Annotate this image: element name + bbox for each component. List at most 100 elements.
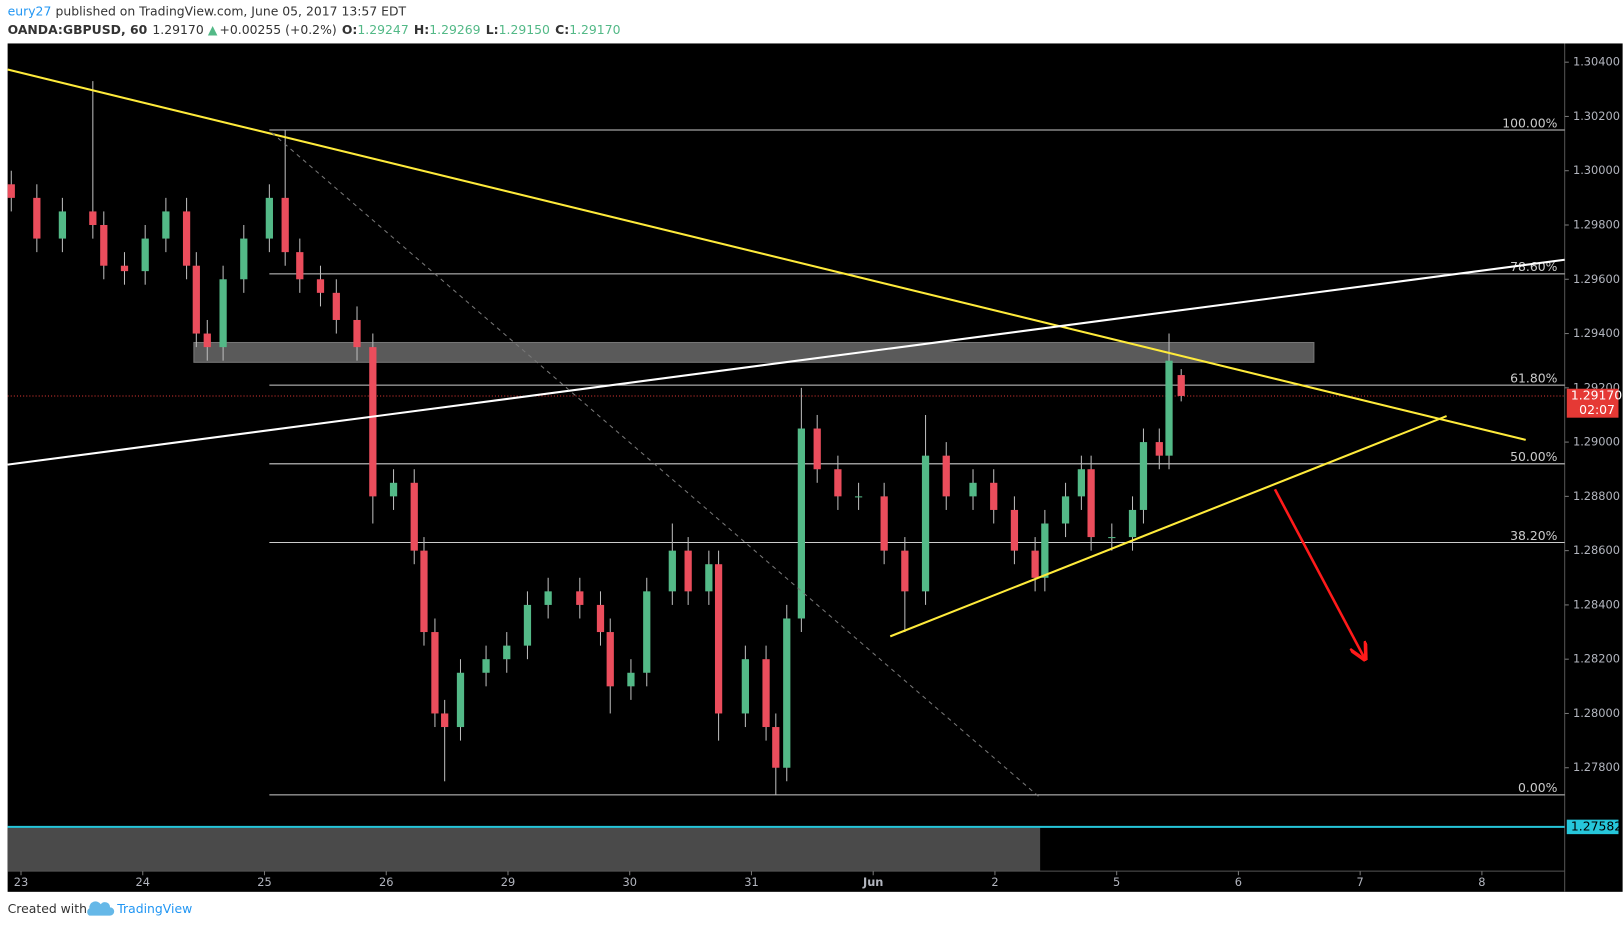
quote-label: C: bbox=[555, 22, 569, 37]
candle-body bbox=[668, 550, 676, 592]
candle-body bbox=[503, 645, 511, 660]
candle-body bbox=[921, 455, 930, 592]
candle-body bbox=[627, 672, 635, 687]
candle-body bbox=[281, 197, 289, 253]
x-tick-label: 8 bbox=[1478, 875, 1485, 889]
candle-body bbox=[265, 197, 273, 239]
y-tick-label: 1.29000 bbox=[1573, 435, 1620, 449]
y-tick-label: 1.30000 bbox=[1573, 163, 1620, 177]
change: +0.00255 (+0.2%) bbox=[219, 22, 336, 37]
candle-body bbox=[192, 265, 200, 334]
candle-body bbox=[203, 333, 211, 348]
candle-body bbox=[762, 659, 770, 728]
x-tick-label: 23 bbox=[14, 875, 28, 889]
x-tick-label: 29 bbox=[501, 875, 515, 889]
y-tick-label: 1.29600 bbox=[1573, 272, 1620, 286]
last: 1.29170 bbox=[152, 22, 203, 37]
y-tick-label: 1.29800 bbox=[1573, 217, 1620, 231]
candle-body bbox=[576, 591, 584, 605]
candle-body bbox=[714, 564, 723, 714]
candle-body bbox=[219, 279, 227, 348]
y-tick-label: 1.28800 bbox=[1573, 489, 1620, 503]
candle-body bbox=[89, 211, 97, 225]
candle-body bbox=[1061, 496, 1070, 524]
candle-body bbox=[1139, 442, 1148, 510]
x-tick-label: 31 bbox=[744, 875, 758, 889]
y-tick-label: 1.29400 bbox=[1573, 326, 1620, 340]
level-label: 1.27582 bbox=[1571, 818, 1622, 833]
candle-body bbox=[316, 279, 325, 293]
fib-label: 61.80% bbox=[1510, 370, 1558, 385]
quote-label: H: bbox=[414, 22, 429, 37]
last-price-label: 1.29170 bbox=[1571, 387, 1622, 402]
y-tick-label: 1.28600 bbox=[1573, 543, 1620, 557]
y-tick-label: 1.28000 bbox=[1573, 706, 1620, 720]
x-tick-label: 26 bbox=[379, 875, 393, 889]
quote-value: 1.29150 bbox=[499, 22, 550, 37]
header-line: eury27 published on TradingView.com, June… bbox=[8, 3, 407, 18]
candle-body bbox=[389, 482, 398, 497]
candle-body bbox=[901, 550, 909, 592]
candle-body bbox=[456, 672, 465, 728]
candle-body bbox=[7, 184, 15, 198]
candle-body bbox=[1041, 523, 1049, 578]
up-arrow: ▲ bbox=[208, 22, 218, 37]
x-tick-label: 2 bbox=[991, 875, 998, 889]
candle-body bbox=[410, 482, 418, 551]
y-tick-label: 1.28400 bbox=[1573, 597, 1620, 611]
trendline bbox=[889, 415, 1447, 638]
countdown: 02:07 bbox=[1579, 402, 1615, 417]
candle-body bbox=[1108, 537, 1116, 539]
brand: TradingView bbox=[116, 901, 192, 916]
trendline bbox=[271, 132, 1041, 798]
y-tick-label: 1.30200 bbox=[1573, 109, 1620, 123]
candle-body bbox=[369, 347, 377, 497]
candle-body bbox=[544, 591, 552, 605]
footer: Created with bbox=[8, 901, 87, 916]
candle-body bbox=[296, 252, 304, 280]
x-tick-label: 24 bbox=[136, 875, 150, 889]
candle-body bbox=[420, 550, 428, 633]
brand-logo bbox=[87, 901, 115, 916]
candle-body bbox=[797, 428, 805, 619]
candle-body bbox=[834, 469, 842, 497]
candle-body bbox=[141, 238, 149, 272]
x-tick-label: 25 bbox=[257, 875, 271, 889]
candle-body bbox=[606, 632, 614, 687]
last-price-tag bbox=[1566, 388, 1619, 418]
resistance-zone bbox=[193, 341, 1315, 363]
candle-body bbox=[1077, 469, 1085, 497]
candle-body bbox=[523, 604, 532, 646]
candle-body bbox=[441, 713, 449, 728]
candle-body bbox=[332, 292, 340, 320]
candle-body bbox=[643, 591, 651, 673]
candle-body bbox=[783, 618, 791, 768]
candle-body bbox=[1087, 469, 1095, 538]
symbol: OANDA:GBPUSD, 60 bbox=[8, 22, 148, 37]
candle-body bbox=[1155, 442, 1163, 456]
candle-body bbox=[353, 319, 361, 348]
candle-body bbox=[33, 197, 41, 239]
candle-body bbox=[1128, 509, 1137, 538]
candle-body bbox=[1177, 375, 1185, 396]
candle-body bbox=[942, 455, 950, 497]
candle-body bbox=[100, 224, 108, 266]
x-tick-label: 5 bbox=[1113, 875, 1120, 889]
candle-body bbox=[58, 211, 67, 239]
candle-body bbox=[1010, 509, 1019, 551]
candle-body bbox=[162, 211, 170, 239]
trendline bbox=[7, 258, 1565, 466]
quote-value: 1.29247 bbox=[357, 22, 408, 37]
candle-body bbox=[705, 564, 713, 592]
candle-body bbox=[1165, 360, 1173, 456]
fib-label: 100.00% bbox=[1502, 115, 1557, 130]
candle-body bbox=[596, 604, 605, 633]
x-tick-label: 6 bbox=[1235, 875, 1242, 889]
candle-body bbox=[813, 428, 821, 470]
published: published on TradingView.com, June 05, 2… bbox=[55, 3, 406, 18]
candle-body bbox=[120, 265, 129, 272]
candle-body bbox=[482, 659, 490, 673]
x-tick-label: Jun bbox=[862, 875, 883, 889]
